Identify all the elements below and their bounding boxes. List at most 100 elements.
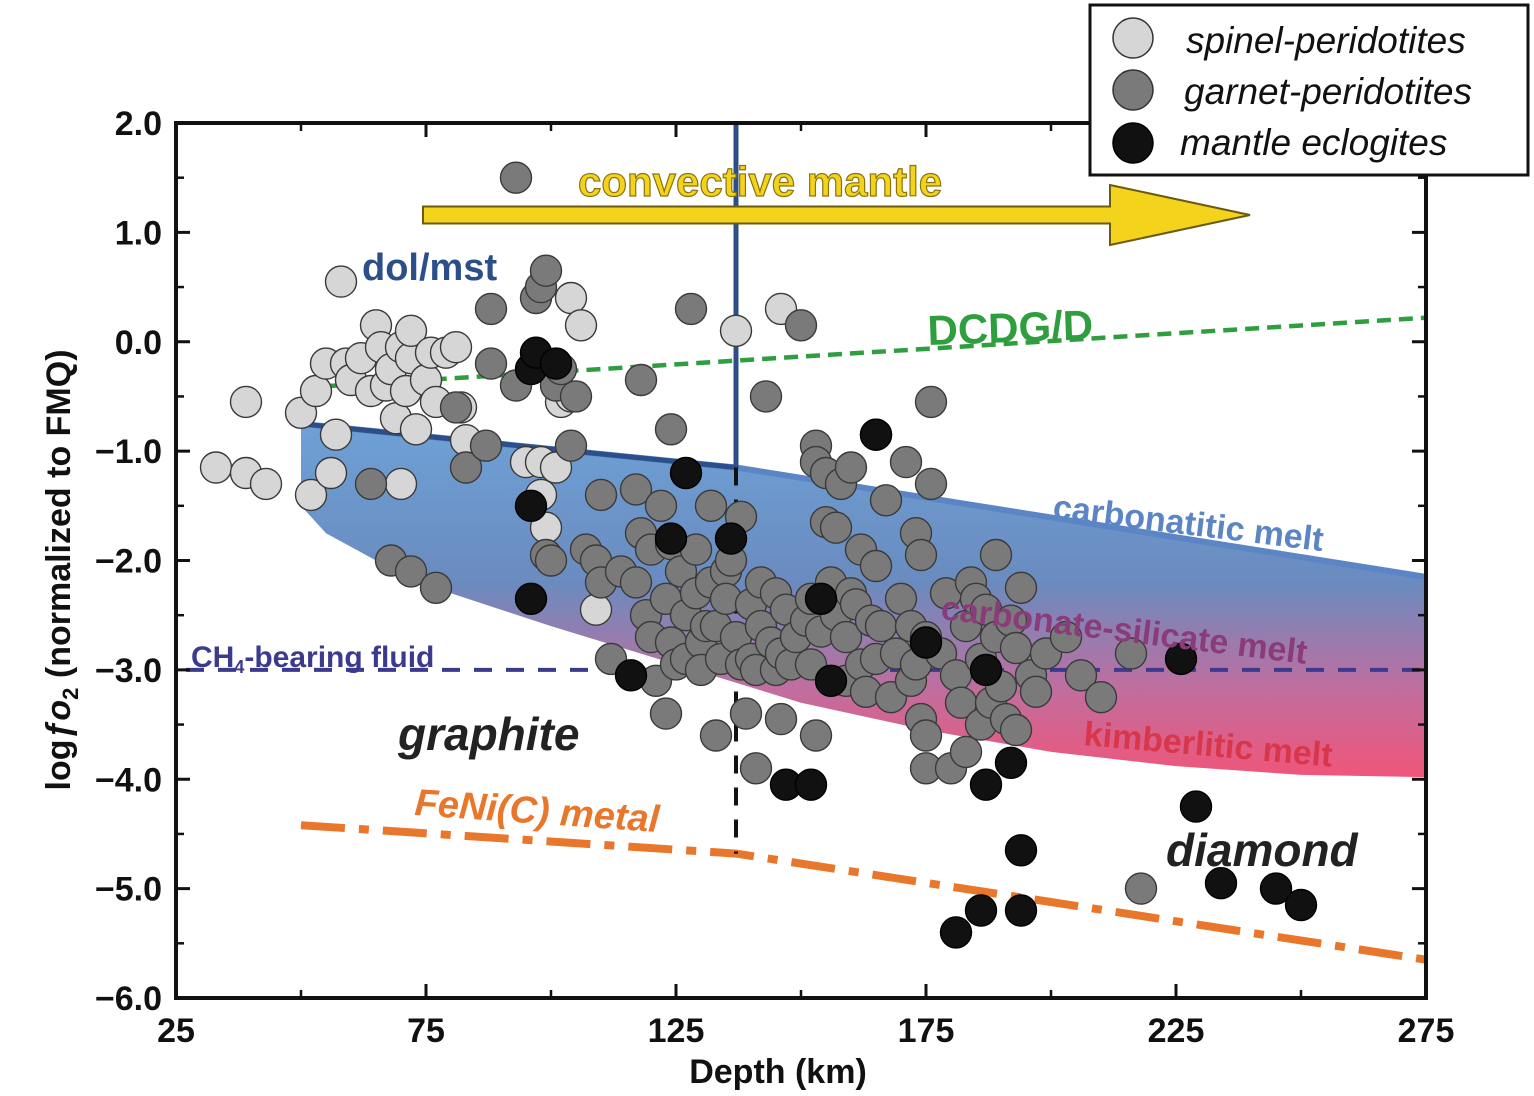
- y-tick-label-7: −5.0: [95, 871, 162, 909]
- legend-marker-garnet: [1112, 69, 1154, 111]
- garnet-peridotites-point-8: [474, 292, 508, 326]
- garnet-peridotites-point-29: [624, 363, 658, 397]
- mantle-eclogites-point-1: [514, 582, 548, 615]
- mantle-eclogites-point-18: [969, 653, 1003, 687]
- garnet-peridotites-point-89: [819, 511, 853, 544]
- legend-label-spinel: spinel-peridotites: [1186, 20, 1466, 61]
- garnet-peridotites-point-119: [914, 385, 948, 419]
- garnet-peridotites-point-34: [644, 489, 678, 522]
- y-tick-label-3: −1.0: [95, 433, 162, 471]
- garnet-peridotites-point-73: [764, 702, 798, 736]
- mantle-eclogites-point-8: [714, 522, 748, 555]
- spinel-peridotites-point-6: [299, 374, 333, 408]
- garnet-peridotites-point-144: [1049, 620, 1083, 654]
- garnet-peridotites-point-100: [859, 549, 893, 583]
- spinel-peridotites-point-5: [294, 478, 328, 512]
- garnet-peridotites-point-6: [469, 429, 503, 462]
- spinel-peridotites-point-42: [579, 593, 613, 626]
- mantle-eclogites-point-0: [514, 489, 548, 522]
- spinel-peridotites-point-9: [319, 418, 353, 451]
- garnet-peridotites-point-39: [654, 413, 688, 446]
- garnet-peridotites-point-139: [999, 713, 1033, 747]
- garnet-peridotites-point-0: [354, 467, 388, 501]
- x-axis-title: Depth (km): [689, 1053, 867, 1091]
- ch4-label-ch: CH: [191, 641, 234, 674]
- garnet-peridotites-point-27: [619, 473, 653, 506]
- axis-ticks-layer: 25 75 125 175 225 275 2.0 1.0 0.0 −1.0 −2.0 −3.0 −4.…: [95, 105, 1454, 1050]
- convective-mantle-arrow: [422, 183, 1251, 247]
- mantle-eclogites-point-24: [1204, 867, 1238, 900]
- garnet-peridotites-point-103: [864, 609, 898, 643]
- legend-label-eclogite: mantle eclogites: [1180, 122, 1447, 163]
- garnet-peridotites-point-53: [699, 719, 733, 752]
- mantle-eclogites-point-5: [614, 659, 648, 692]
- mantle-eclogites-point-15: [939, 916, 973, 949]
- spinel-peridotites-point-21: [384, 467, 418, 501]
- spinel-peridotites-point-8: [314, 456, 348, 490]
- mantle-eclogites-point-19: [994, 746, 1028, 779]
- annotation-dcdg-d: DCDG/D: [927, 301, 1094, 354]
- garnet-peridotites-point-145: [1064, 659, 1098, 692]
- garnet-peridotites-point-118: [914, 467, 948, 501]
- garnet-peridotites-point-50: [694, 489, 728, 522]
- garnet-peridotites-point-65: [739, 752, 773, 785]
- garnet-peridotites-point-104: [869, 484, 903, 517]
- garnet-peridotites-point-44: [674, 292, 708, 326]
- y-tick-label-5: −3.0: [95, 652, 162, 690]
- garnet-peridotites-point-5: [449, 451, 483, 484]
- spinel-peridotites-point-0: [199, 451, 233, 484]
- spinel-peridotites-point-25: [399, 413, 433, 446]
- garnet-peridotites-point-36: [649, 697, 683, 730]
- garnet-peridotites-point-146: [1084, 681, 1118, 714]
- legend-marker-eclogite: [1112, 122, 1154, 164]
- mantle-eclogites-point-6: [654, 522, 688, 555]
- y-tick-label-0: 2.0: [115, 105, 162, 143]
- garnet-peridotites-point-140: [1004, 571, 1038, 604]
- y-axis-title: logƒo2 (normalized to FMQ): [40, 349, 83, 790]
- annotation-graphite: graphite: [397, 708, 579, 760]
- ch4-label-rest: -bearing fluid: [244, 641, 434, 674]
- mantle-eclogites-point-16: [964, 894, 998, 927]
- legend: spinel-peridotites garnet-peridotites ma…: [1088, 3, 1530, 177]
- garnet-peridotites-point-2: [394, 555, 428, 588]
- spinel-peridotites-point-24: [394, 314, 428, 347]
- y-axis-title-fo: ƒo: [40, 700, 78, 740]
- garnet-peridotites-point-113: [904, 538, 938, 572]
- garnet-peridotites-point-3: [419, 571, 453, 604]
- spinel-peridotites-point-1: [229, 385, 263, 419]
- y-tick-label-6: −4.0: [95, 761, 162, 799]
- mantle-eclogites-point-20: [1004, 834, 1038, 867]
- garnet-peridotites-point-14: [529, 254, 563, 287]
- garnet-peridotites-point-77: [784, 309, 818, 342]
- garnet-peridotites-point-18: [554, 429, 588, 462]
- spinel-peridotites-point-3: [249, 467, 283, 501]
- garnet-peridotites-point-4: [439, 391, 473, 424]
- garnet-peridotites-point-93: [834, 451, 868, 484]
- legend-label-garnet: garnet-peridotites: [1184, 71, 1472, 112]
- spinel-peridotites-point-41: [564, 309, 598, 342]
- garnet-peridotites-point-107: [884, 582, 918, 615]
- mantle-eclogites-point-21: [1004, 894, 1038, 927]
- legend-marker-spinel: [1112, 17, 1154, 59]
- garnet-peridotites-point-133: [979, 538, 1013, 572]
- annotation-diamond: diamond: [1166, 824, 1359, 876]
- mantle-eclogites-point-7: [669, 456, 703, 490]
- garnet-peridotites-point-23: [584, 478, 618, 512]
- garnet-peridotites-point-68: [749, 380, 783, 413]
- garnet-peridotites-point-61: [729, 697, 763, 730]
- x-tick-label-275: 275: [1398, 1012, 1455, 1050]
- mantle-eclogites-point-13: [859, 418, 893, 451]
- garnet-peridotites-point-115: [909, 719, 943, 752]
- garnet-peridotites-point-19: [559, 380, 593, 413]
- garnet-peridotites-point-7: [474, 347, 508, 380]
- y-axis-title-sub: 2: [58, 688, 83, 700]
- mantle-eclogites-point-17: [969, 768, 1003, 801]
- garnet-peridotites-point-91: [829, 620, 863, 654]
- x-tick-label-75: 75: [407, 1012, 445, 1050]
- garnet-peridotites-point-142: [1019, 675, 1053, 708]
- annotation-dol-mst: dol/mst: [362, 247, 497, 289]
- mantle-eclogites-point-26: [1284, 888, 1318, 922]
- garnet-peridotites-point-147: [1114, 637, 1148, 670]
- mantle-eclogites-point-12: [814, 664, 848, 697]
